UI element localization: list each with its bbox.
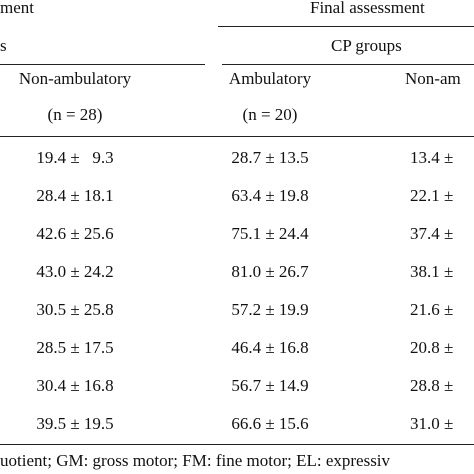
table-cell: 31.0 ± (410, 414, 454, 433)
table-cell: 42.6 ± 25.6 (36, 224, 114, 243)
rule (218, 26, 474, 27)
table-cell: 46.4 ± 16.8 (231, 338, 309, 357)
group-header: Final assessment (310, 0, 425, 17)
column-header: Non-ambulatory (18, 69, 132, 88)
table-cell: 37.4 ± (410, 224, 454, 243)
table-cell: 28.5 ± 17.5 (36, 338, 114, 357)
column-n: (n = 20) (242, 105, 298, 124)
table-cell: 20.8 ± (410, 338, 454, 357)
table-cell: 19.4 ± 9.3 (36, 148, 114, 167)
table-cell: 57.2 ± 19.9 (231, 300, 309, 319)
column-header: Non-am (405, 69, 461, 88)
table-cell: 28.7 ± 13.5 (231, 148, 309, 167)
rule (0, 64, 205, 65)
table-cell: 43.0 ± 24.2 (36, 262, 114, 281)
table-cell: 28.4 ± 18.1 (36, 186, 114, 205)
footnote: uotient; GM: gross motor; FM: fine motor… (0, 451, 391, 470)
rule (222, 64, 474, 65)
table-cell: 38.1 ± (410, 262, 454, 281)
subgroup-header: s (0, 36, 7, 55)
column-n: (n = 28) (47, 105, 103, 124)
table-cell: 66.6 ± 15.6 (231, 414, 309, 433)
table-cell: 75.1 ± 24.4 (231, 224, 309, 243)
group-header: ment (0, 0, 34, 17)
table-cell: 39.5 ± 19.5 (36, 414, 114, 433)
table-cell: 56.7 ± 14.9 (231, 376, 309, 395)
subgroup-header: CP groups (331, 36, 402, 55)
table-cell: 63.4 ± 19.8 (231, 186, 309, 205)
table-cell: 30.4 ± 16.8 (36, 376, 114, 395)
table-cell: 30.5 ± 25.8 (36, 300, 114, 319)
table-cell: 13.4 ± (410, 148, 454, 167)
column-header: Ambulatory (228, 69, 312, 88)
rule (0, 136, 474, 137)
table-cell: 81.0 ± 26.7 (231, 262, 309, 281)
table-cell: 22.1 ± (410, 186, 454, 205)
rule (0, 444, 474, 445)
table-cell: 28.8 ± (410, 376, 454, 395)
table-cell: 21.6 ± (410, 300, 454, 319)
